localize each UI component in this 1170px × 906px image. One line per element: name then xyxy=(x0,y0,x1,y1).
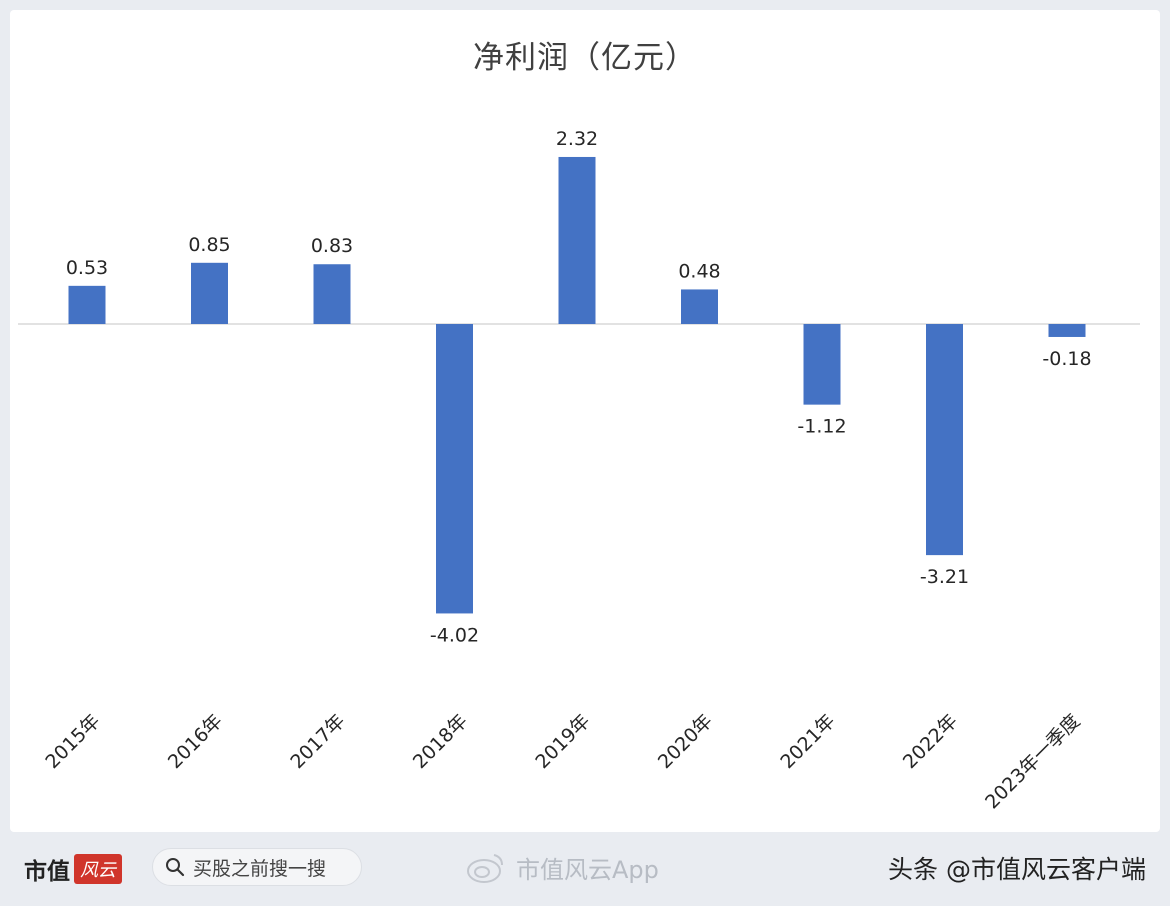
data-label: 0.53 xyxy=(66,257,108,279)
x-tick-label: 2022年 xyxy=(899,710,962,773)
x-tick-label: 2016年 xyxy=(164,710,227,773)
footer-bar: 市值 风云 买股之前搜一搜 市值风云App 头条 @市值风云客户端 xyxy=(0,836,1170,906)
bar xyxy=(681,289,718,324)
data-label: 2.32 xyxy=(556,128,598,150)
watermark: 市值风云App xyxy=(466,850,659,885)
search-box[interactable]: 买股之前搜一搜 xyxy=(152,848,362,886)
brand-logo: 市值 风云 xyxy=(24,852,122,886)
x-tick-label: 2023年一季度 xyxy=(981,710,1084,813)
x-tick-label: 2021年 xyxy=(776,710,839,773)
brand-seal: 风云 xyxy=(74,854,122,884)
data-label: 0.83 xyxy=(311,235,353,257)
bar xyxy=(803,324,841,405)
data-label: -4.02 xyxy=(430,624,479,646)
bar xyxy=(926,324,963,556)
data-label: 0.48 xyxy=(678,260,720,282)
chart-title: 净利润（亿元） xyxy=(473,40,697,76)
bar xyxy=(436,324,473,614)
data-label: -0.18 xyxy=(1042,348,1091,370)
bar xyxy=(191,262,228,324)
bar-chart: 0.53 2015年 0.85 2016年 0.83 2017年 -4.02 2018年 2.3… xyxy=(18,128,1140,813)
search-placeholder: 买股之前搜一搜 xyxy=(193,857,327,880)
source-credit: 头条 @市值风云客户端 xyxy=(888,855,1146,884)
x-tick-label: 2017年 xyxy=(286,710,349,773)
bar xyxy=(313,264,351,324)
x-tick-label: 2018年 xyxy=(409,710,472,773)
bar xyxy=(68,285,106,324)
x-tick-label: 2020年 xyxy=(654,710,717,773)
weibo-icon xyxy=(467,853,503,883)
x-tick-label: 2015年 xyxy=(41,710,104,773)
data-label: 0.85 xyxy=(188,234,230,256)
bar xyxy=(558,156,596,324)
data-label: -1.12 xyxy=(797,416,846,438)
bar xyxy=(1048,324,1086,337)
chart-card: 净利润（亿元） 0.53 2015年 0.85 2016年 0.83 2017年 -4.02… xyxy=(10,10,1160,832)
watermark-app-name: 市值风云App xyxy=(516,856,659,884)
search-icon xyxy=(166,858,185,877)
brand-name: 市值 xyxy=(24,858,70,885)
data-label: -3.21 xyxy=(920,566,969,588)
x-tick-label: 2019年 xyxy=(531,710,594,773)
